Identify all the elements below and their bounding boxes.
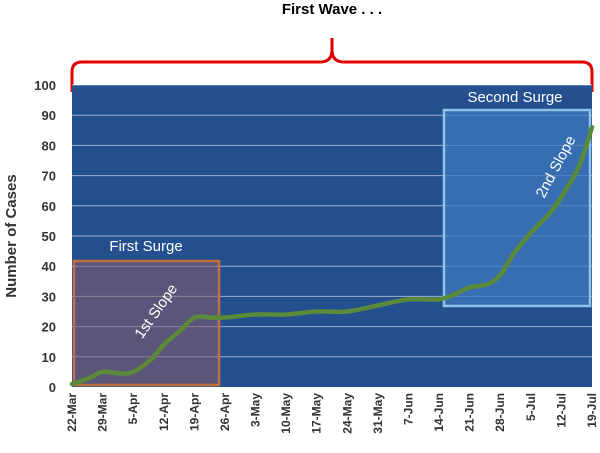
y-axis-label: Number of Cases: [3, 174, 20, 297]
x-tick-label: 5-Jul: [524, 393, 538, 421]
first-surge-label: First Surge: [109, 238, 182, 255]
y-tick-label: 50: [42, 229, 56, 244]
x-tick-label: 26-Apr: [218, 393, 232, 431]
x-tick-label: 21-Jun: [463, 393, 477, 432]
chart-title: First Wave . . .: [282, 1, 382, 18]
y-tick-label: 20: [42, 320, 56, 335]
second-surge-label: Second Surge: [467, 89, 562, 106]
x-tick-label: 14-Jun: [432, 393, 446, 432]
x-tick-label: 24-May: [340, 393, 354, 434]
x-tick-label: 19-Apr: [187, 393, 201, 431]
series-line: [69, 125, 595, 387]
y-tick-label: 90: [42, 108, 56, 123]
x-tick-label: 10-May: [279, 393, 293, 434]
y-axis-ticks: 0 10 20 30 40 50 60 70 80 90 100: [34, 78, 56, 395]
x-tick-label: 31-May: [371, 393, 385, 434]
x-tick-label: 29-Mar: [96, 393, 110, 432]
x-tick-label: 5-Apr: [126, 393, 140, 425]
x-tick-label: 17-May: [310, 393, 324, 434]
x-tick-label: 7-Jun: [401, 393, 415, 425]
y-tick-label: 60: [42, 199, 56, 214]
x-axis-ticks: 22-Mar 29-Mar 5-Apr 12-Apr 19-Apr 26-Apr 3-May…: [65, 393, 599, 434]
x-tick-label: 28-Jun: [493, 393, 507, 432]
x-tick-label: 3-May: [249, 393, 263, 427]
y-tick-label: 40: [42, 259, 56, 274]
first-wave-bracket: [70, 38, 594, 92]
y-tick-label: 10: [42, 350, 56, 365]
x-tick-label: 12-Jul: [554, 393, 568, 428]
x-tick-label: 19-Jul: [585, 393, 599, 428]
second-surge-box: [442, 108, 592, 308]
y-tick-label: 70: [42, 169, 56, 184]
y-tick-label: 0: [49, 380, 56, 395]
y-tick-label: 100: [34, 78, 56, 93]
y-tick-label: 80: [42, 138, 56, 153]
y-tick-label: 30: [42, 289, 56, 304]
x-tick-label: 22-Mar: [65, 393, 79, 432]
x-tick-label: 12-Apr: [157, 393, 171, 431]
